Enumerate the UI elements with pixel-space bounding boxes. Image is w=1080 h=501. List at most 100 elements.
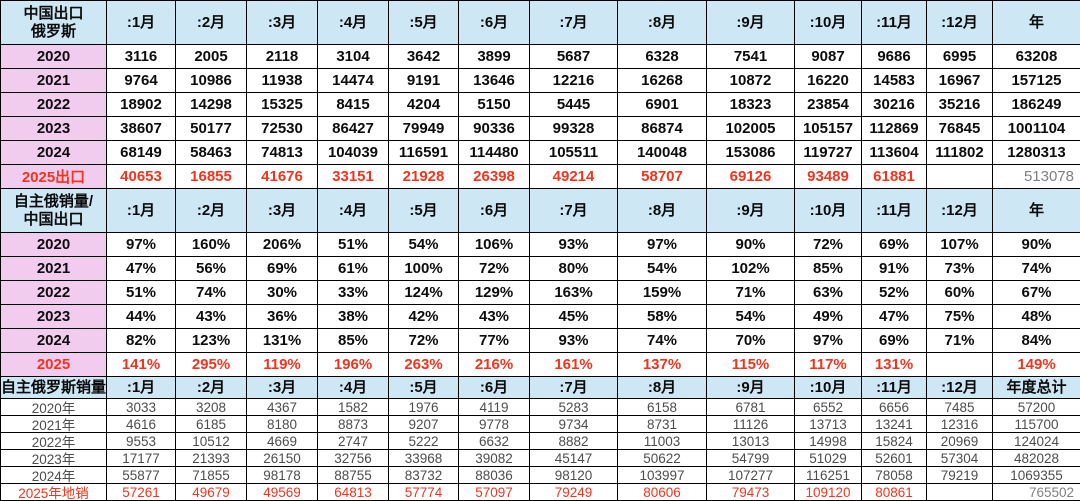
data-cell[interactable]: 38607 <box>107 117 176 141</box>
data-cell[interactable]: 69126 <box>707 165 795 189</box>
data-cell[interactable]: 97% <box>795 329 862 353</box>
data-cell[interactable]: 80861 <box>862 484 927 501</box>
data-cell[interactable]: 263% <box>389 353 459 377</box>
data-cell[interactable]: 39082 <box>459 450 530 467</box>
data-cell[interactable]: 60% <box>927 281 993 305</box>
month-header-cell[interactable]: :10月 <box>795 1 862 45</box>
data-cell[interactable]: 9686 <box>862 45 927 69</box>
data-cell[interactable]: 72% <box>459 257 530 281</box>
data-cell[interactable]: 98178 <box>247 467 318 484</box>
data-cell[interactable]: 16268 <box>618 69 707 93</box>
data-cell[interactable]: 23854 <box>795 93 862 117</box>
data-cell[interactable]: 14298 <box>176 93 247 117</box>
data-cell[interactable]: 79219 <box>927 467 993 484</box>
data-cell[interactable]: 9191 <box>389 69 459 93</box>
section-title-cell[interactable]: 自主俄罗斯销量 <box>1 377 107 399</box>
month-header-cell[interactable]: :9月 <box>707 1 795 45</box>
data-cell[interactable]: 49679 <box>176 484 247 501</box>
data-cell[interactable]: 71855 <box>176 467 247 484</box>
data-cell[interactable]: 18902 <box>107 93 176 117</box>
data-cell[interactable]: 86874 <box>618 117 707 141</box>
data-cell[interactable]: 45147 <box>530 450 618 467</box>
data-cell[interactable]: 58% <box>618 305 707 329</box>
data-cell[interactable]: 70% <box>707 329 795 353</box>
data-cell[interactable]: 117% <box>795 353 862 377</box>
month-header-cell[interactable]: :7月 <box>530 189 618 233</box>
data-cell[interactable]: 72% <box>795 233 862 257</box>
data-cell[interactable]: 12316 <box>927 416 993 433</box>
data-cell[interactable]: 4616 <box>107 416 176 433</box>
data-cell[interactable]: 161% <box>530 353 618 377</box>
data-cell[interactable]: 159% <box>618 281 707 305</box>
data-cell[interactable]: 9553 <box>107 433 176 450</box>
data-cell[interactable] <box>927 165 993 189</box>
data-cell[interactable]: 74813 <box>247 141 318 165</box>
data-cell[interactable]: 71% <box>927 329 993 353</box>
data-cell[interactable]: 64813 <box>318 484 389 501</box>
data-cell[interactable]: 7485 <box>927 399 993 416</box>
data-cell[interactable]: 73% <box>927 257 993 281</box>
data-cell[interactable]: 55877 <box>107 467 176 484</box>
data-cell[interactable]: 3899 <box>459 45 530 69</box>
data-cell[interactable]: 76845 <box>927 117 993 141</box>
data-cell[interactable]: 50622 <box>618 450 707 467</box>
data-cell[interactable] <box>927 353 993 377</box>
section-title-cell[interactable]: 自主俄销量/中国出口 <box>1 189 107 233</box>
data-cell[interactable]: 6901 <box>618 93 707 117</box>
data-cell[interactable]: 7541 <box>707 45 795 69</box>
data-cell[interactable]: 47% <box>862 305 927 329</box>
data-cell[interactable]: 9764 <box>107 69 176 93</box>
data-cell[interactable]: 8873 <box>318 416 389 433</box>
data-cell[interactable]: 69% <box>247 257 318 281</box>
row-label-cell[interactable]: 2024 <box>1 141 107 165</box>
data-cell[interactable]: 17177 <box>107 450 176 467</box>
data-cell[interactable]: 16855 <box>176 165 247 189</box>
data-cell[interactable]: 3642 <box>389 45 459 69</box>
data-cell[interactable]: 109120 <box>795 484 862 501</box>
data-cell[interactable]: 1976 <box>389 399 459 416</box>
year-total-cell[interactable]: 186249 <box>993 93 1080 117</box>
month-header-cell[interactable]: :1月 <box>107 189 176 233</box>
data-cell[interactable]: 160% <box>176 233 247 257</box>
data-cell[interactable]: 79949 <box>389 117 459 141</box>
data-cell[interactable]: 5283 <box>530 399 618 416</box>
data-cell[interactable]: 6656 <box>862 399 927 416</box>
data-cell[interactable]: 40653 <box>107 165 176 189</box>
year-total-cell[interactable]: 124024 <box>993 433 1080 450</box>
month-header-cell[interactable]: :8月 <box>618 1 707 45</box>
data-cell[interactable]: 9087 <box>795 45 862 69</box>
data-cell[interactable]: 57261 <box>107 484 176 501</box>
month-header-cell[interactable]: :4月 <box>318 377 389 399</box>
data-cell[interactable]: 54% <box>618 257 707 281</box>
data-cell[interactable] <box>927 484 993 501</box>
data-cell[interactable]: 97% <box>618 233 707 257</box>
data-cell[interactable]: 8882 <box>530 433 618 450</box>
data-cell[interactable]: 14583 <box>862 69 927 93</box>
data-cell[interactable]: 43% <box>176 305 247 329</box>
data-cell[interactable]: 58463 <box>176 141 247 165</box>
data-cell[interactable]: 3208 <box>176 399 247 416</box>
data-cell[interactable]: 88036 <box>459 467 530 484</box>
data-cell[interactable]: 123% <box>176 329 247 353</box>
data-cell[interactable]: 83732 <box>389 467 459 484</box>
year-total-cell[interactable]: 63208 <box>993 45 1080 69</box>
data-cell[interactable]: 140048 <box>618 141 707 165</box>
data-cell[interactable]: 6995 <box>927 45 993 69</box>
year-total-cell[interactable]: 1069355 <box>993 467 1080 484</box>
data-cell[interactable]: 14474 <box>318 69 389 93</box>
data-cell[interactable]: 74% <box>176 281 247 305</box>
data-cell[interactable]: 57774 <box>389 484 459 501</box>
data-cell[interactable]: 93% <box>530 233 618 257</box>
month-header-cell[interactable]: :9月 <box>707 189 795 233</box>
data-cell[interactable]: 79249 <box>530 484 618 501</box>
year-total-cell[interactable]: 149% <box>993 353 1080 377</box>
data-cell[interactable]: 90% <box>707 233 795 257</box>
data-cell[interactable]: 36% <box>247 305 318 329</box>
data-cell[interactable]: 105511 <box>530 141 618 165</box>
data-cell[interactable]: 41676 <box>247 165 318 189</box>
month-header-cell[interactable]: :12月 <box>927 189 993 233</box>
data-cell[interactable]: 49569 <box>247 484 318 501</box>
data-cell[interactable]: 82% <box>107 329 176 353</box>
data-cell[interactable]: 9734 <box>530 416 618 433</box>
year-total-cell[interactable]: 84% <box>993 329 1080 353</box>
